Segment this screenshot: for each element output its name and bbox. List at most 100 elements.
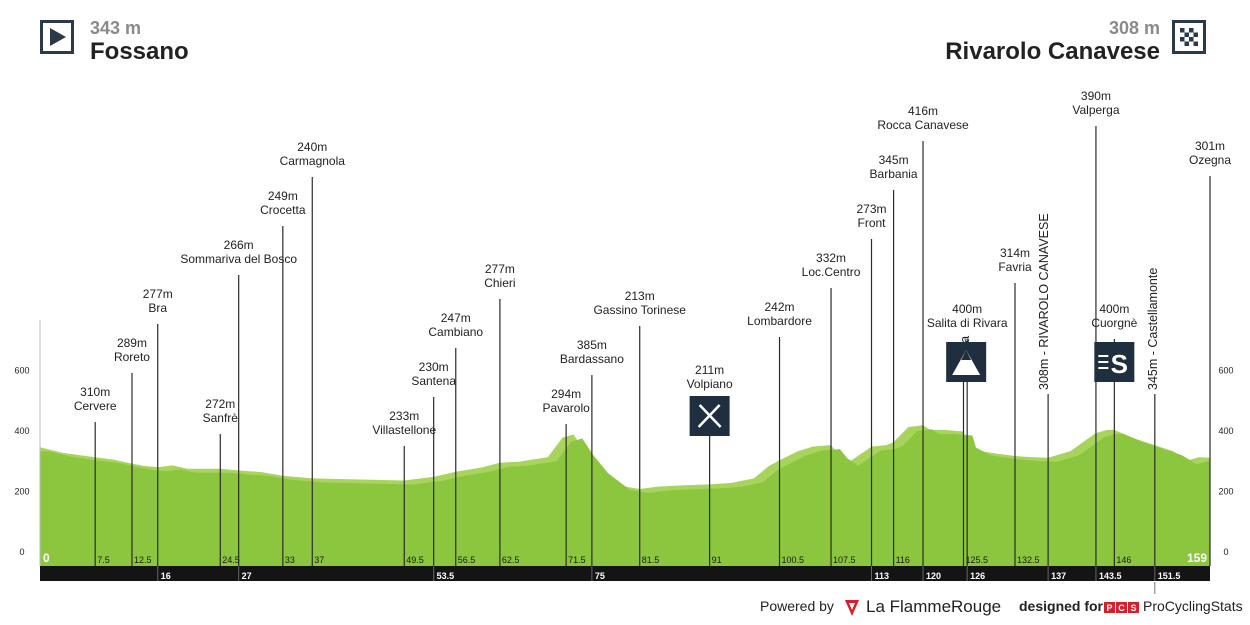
km-label-lower: 113: [875, 571, 890, 581]
waypoint-altitude: 273m: [856, 202, 886, 216]
waypoint-name: Ozegna: [1189, 153, 1231, 167]
start-town: Fossano: [90, 38, 189, 65]
waypoint-name: Loc.Centro: [802, 265, 861, 279]
waypoint-altitude: 272m: [205, 397, 235, 411]
km-label-upper: 100.5: [782, 555, 805, 565]
profile-area: [40, 429, 1210, 566]
waypoint-altitude: 289m: [117, 336, 147, 350]
finish-altitude: 308 m: [1108, 18, 1160, 38]
waypoint-vertical-label: 308m - RIVAROLO CANAVESE: [1037, 213, 1051, 390]
finish-town: Rivarolo Canavese: [945, 38, 1160, 65]
km-label-upper: 81.5: [642, 555, 660, 565]
km-label-lower: 120: [926, 571, 941, 581]
km-label-upper: 37: [314, 555, 324, 565]
start-header: 343 m Fossano: [90, 18, 189, 66]
waypoint-altitude: 345m: [879, 153, 909, 167]
km-label-lower: 75: [595, 571, 605, 581]
waypoint-name: Cambiano: [428, 325, 483, 339]
waypoint-name: Pavarolo: [542, 401, 590, 415]
waypoint-name: Roreto: [114, 350, 150, 364]
waypoint-altitude: 233m: [389, 409, 419, 423]
start-altitude: 343 m: [90, 18, 142, 38]
waypoint-name: Favria: [998, 260, 1032, 274]
waypoint-vertical-label: 345m - Castellamonte: [1146, 268, 1160, 390]
waypoint-name: Cuorgnè: [1091, 316, 1137, 330]
feed-zone-icon: [689, 396, 730, 436]
climb-icon: [946, 342, 987, 382]
waypoint-name: Bardassano: [560, 352, 624, 366]
waypoint-altitude: 400m: [952, 302, 982, 316]
waypoint-altitude: 277m: [143, 287, 173, 301]
waypoint-altitude: 294m: [551, 387, 581, 401]
svg-text:S: S: [1130, 603, 1136, 613]
flamme-rouge-text: La FlammeRouge: [866, 597, 1002, 616]
km-label-endpoint: 0: [43, 551, 50, 565]
waypoint-name: Carmagnola: [280, 154, 346, 168]
km-label-lower: 16: [161, 571, 171, 581]
km-label-lower: 143.5: [1099, 571, 1122, 581]
waypoint-altitude: 400m: [1099, 302, 1129, 316]
waypoint-name: Salita di Rivara: [927, 316, 1008, 330]
waypoint-name: Lombardore: [747, 314, 812, 328]
distance-bar: [40, 566, 1210, 581]
y-tick-label-left: 600: [14, 366, 29, 376]
km-label-upper: 12.5: [134, 555, 152, 565]
km-label-upper: 146: [1116, 555, 1131, 565]
y-tick-label-right: 400: [1218, 426, 1233, 436]
km-label-upper: 91: [712, 555, 722, 565]
waypoint-name: Gassino Torinese: [593, 303, 686, 317]
km-label-upper: 49.5: [406, 555, 424, 565]
km-label-lower: 53.5: [437, 571, 455, 581]
flamme-rouge-logo-icon: [845, 600, 859, 616]
waypoint-altitude: 332m: [816, 251, 846, 265]
pcs-logo-icon: P C S: [1104, 602, 1139, 613]
waypoint-name: Villastellone: [372, 423, 436, 437]
waypoint-name: Cervere: [74, 399, 117, 413]
procyclingstats-text: ProCyclingStats: [1143, 598, 1243, 614]
km-label-upper: 62.5: [502, 555, 520, 565]
waypoint-name: Barbania: [870, 167, 918, 181]
waypoint-name: Crocetta: [260, 203, 306, 217]
waypoint-name: Chieri: [484, 276, 515, 290]
finish-header: 308 m Rivarolo Canavese: [945, 18, 1160, 66]
waypoint-name: Valperga: [1072, 103, 1119, 117]
y-tick-label-right: 600: [1218, 366, 1233, 376]
y-tick-label-left: 400: [14, 426, 29, 436]
start-flag-icon: [40, 20, 74, 54]
km-label-upper: 125.5: [965, 555, 988, 565]
y-tick-label-right: 0: [1223, 547, 1228, 557]
waypoint-altitude: 277m: [485, 262, 515, 276]
svg-text:P: P: [1106, 603, 1112, 613]
waypoint-altitude: 385m: [577, 338, 607, 352]
km-label-upper: 107.5: [833, 555, 856, 565]
waypoint-name: Rocca Canavese: [877, 118, 969, 132]
waypoint-altitude: 211m: [695, 363, 724, 377]
km-label-lower: 27: [242, 571, 252, 581]
km-label-upper: 71.5: [568, 555, 586, 565]
waypoint-altitude: 390m: [1081, 89, 1111, 103]
waypoint-name: Front: [858, 216, 887, 230]
km-label-upper: 132.5: [1017, 555, 1040, 565]
waypoint-altitude: 301m: [1195, 139, 1225, 153]
waypoint-altitude: 213m: [625, 289, 655, 303]
waypoint-altitude: 249m: [268, 189, 298, 203]
waypoint-altitude: 242m: [765, 300, 795, 314]
km-label-upper: 56.5: [458, 555, 476, 565]
waypoint-name: Sanfrè: [203, 411, 239, 425]
waypoint-name: Santena: [411, 374, 456, 388]
km-label-endpoint: 159: [1187, 551, 1207, 565]
finish-flag-icon: [1172, 20, 1206, 54]
y-tick-label-right: 200: [1218, 487, 1233, 497]
designed-for-text: designed for: [1019, 598, 1104, 614]
powered-by-text: Powered by: [760, 598, 834, 614]
km-label-upper: 116: [896, 555, 910, 565]
waypoint-altitude: 266m: [224, 238, 254, 252]
waypoint-altitude: 314m: [1000, 246, 1030, 260]
km-label-lower: 137: [1051, 571, 1066, 581]
km-label-lower: 151.5: [1158, 571, 1181, 581]
waypoint-name: Volpiano: [687, 377, 733, 391]
km-label-upper: 33: [285, 555, 295, 565]
km-label-lower: 126: [970, 571, 985, 581]
waypoint-altitude: 230m: [419, 360, 449, 374]
